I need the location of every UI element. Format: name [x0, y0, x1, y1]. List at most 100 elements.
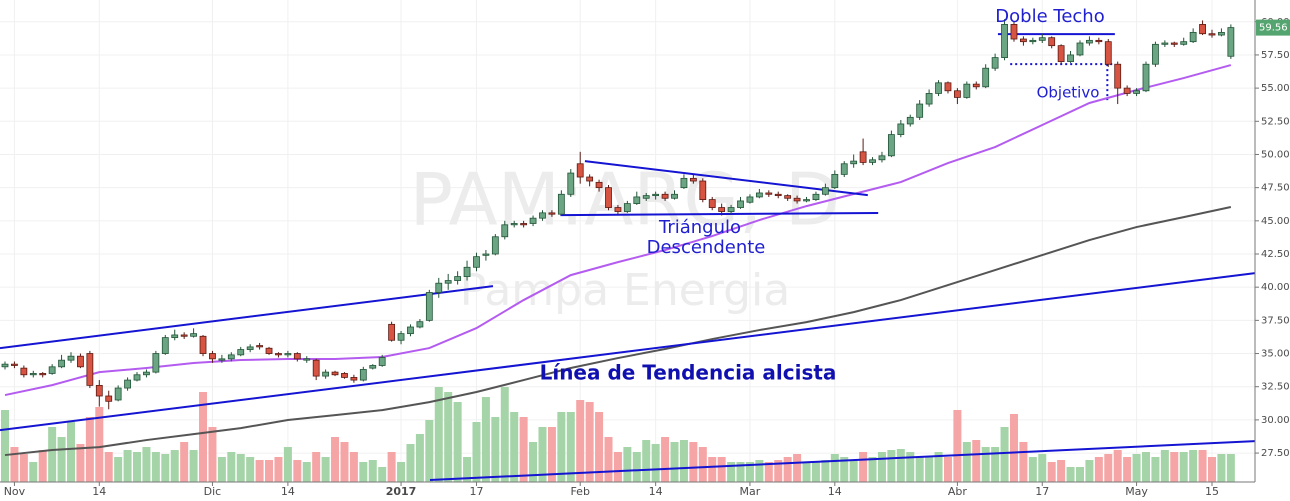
- candle-body: [916, 103, 924, 118]
- volume-bar: [406, 444, 415, 482]
- candle-body: [454, 276, 462, 281]
- volume-bar: [368, 460, 377, 482]
- volume-bar: [208, 427, 217, 482]
- candle-body: [840, 163, 848, 175]
- axis-panel: [0, 482, 1255, 501]
- candle-body: [425, 292, 433, 321]
- x-tick-label: 17: [1035, 485, 1049, 498]
- volume-bar: [302, 462, 311, 482]
- candle-body: [661, 193, 669, 199]
- moving-average: [4, 64, 1232, 397]
- volume-bar: [1038, 454, 1047, 482]
- volume-bar: [95, 407, 104, 482]
- candle-body: [935, 82, 942, 94]
- annotation: Objetivo: [1037, 84, 1100, 102]
- candle-body: [925, 93, 933, 105]
- annotation: Doble Techo: [995, 6, 1104, 27]
- candle-body: [887, 134, 895, 157]
- x-tick-label: Nov: [4, 485, 26, 498]
- volume-bar: [283, 447, 292, 482]
- volume-bar: [312, 452, 321, 482]
- candle-body: [671, 193, 678, 199]
- volume-bar: [981, 447, 990, 482]
- volume-bar: [123, 450, 132, 482]
- volume-bar: [962, 442, 971, 482]
- volume-bar: [519, 417, 528, 482]
- trend-line: [0, 285, 494, 350]
- candle-body: [906, 116, 914, 125]
- candle-body: [1227, 27, 1235, 57]
- candle-body: [869, 159, 876, 163]
- candle-body: [1170, 42, 1178, 45]
- candle-body: [350, 377, 358, 381]
- volume-bar: [651, 444, 660, 482]
- candle-body: [1057, 45, 1065, 62]
- y-tick-label: 45.00: [1261, 216, 1290, 227]
- y-tick-label: 52.50: [1261, 116, 1290, 127]
- volume-bar: [943, 457, 952, 482]
- watermark: PAM:ARG, D: [410, 158, 841, 242]
- volume-bar: [1160, 450, 1169, 482]
- candle-body: [359, 369, 367, 381]
- volume-bar: [1057, 460, 1066, 482]
- volume-bar: [736, 462, 745, 482]
- volume-bar: [114, 457, 123, 482]
- last-price-box: [1256, 19, 1290, 36]
- volume-bar: [708, 457, 717, 482]
- candle-body: [1076, 42, 1084, 56]
- candle-body: [755, 192, 763, 198]
- volume-bar: [547, 427, 556, 482]
- volume-bar: [1113, 450, 1122, 482]
- candle-body: [48, 366, 56, 374]
- y-tick-label: 35.00: [1261, 349, 1290, 360]
- volume-bar: [1226, 454, 1235, 482]
- volume-bar: [566, 412, 575, 482]
- candle-body: [105, 395, 113, 402]
- candle-body: [633, 196, 641, 204]
- candle-body: [237, 349, 245, 356]
- volume-bar: [510, 412, 519, 482]
- candle-body: [265, 347, 273, 354]
- volume-bar: [10, 447, 19, 482]
- y-tick-label: 55.00: [1261, 83, 1290, 94]
- volume-bar: [585, 402, 594, 482]
- candle-body: [1104, 41, 1112, 65]
- candle-body: [548, 212, 556, 215]
- candle-body: [793, 197, 801, 202]
- volume-bar: [755, 460, 764, 482]
- volume-bar: [189, 450, 198, 482]
- annotation: Triángulo: [658, 217, 741, 238]
- volume-bar: [830, 454, 839, 482]
- candle-body: [605, 187, 612, 208]
- candle-body: [322, 371, 330, 377]
- volume-bar: [1170, 452, 1179, 482]
- candle-body: [1189, 31, 1197, 43]
- volume-bar: [217, 457, 226, 482]
- volume-bar: [915, 457, 924, 482]
- candle-body: [39, 373, 47, 376]
- volume-bar: [604, 437, 613, 482]
- volume-bar: [1179, 452, 1188, 482]
- volume-bar: [529, 442, 538, 482]
- candle-body: [331, 371, 339, 376]
- volume-bar: [1094, 457, 1103, 482]
- candle-body: [944, 82, 952, 92]
- candle-body: [303, 358, 311, 361]
- trend-line: [0, 272, 1256, 432]
- candle-body: [1001, 24, 1008, 58]
- candle-body: [1161, 42, 1169, 45]
- candle-body: [1152, 43, 1159, 65]
- volume-bar: [717, 457, 726, 482]
- volume-bar: [1151, 457, 1160, 482]
- volume-bar: [1000, 427, 1009, 482]
- candle-body: [378, 357, 386, 366]
- volume-bar: [821, 460, 830, 482]
- volume-bar: [397, 462, 406, 482]
- volume-bar: [1141, 452, 1150, 482]
- volume-bar: [444, 392, 453, 482]
- y-tick-label: 47.50: [1261, 183, 1290, 194]
- y-tick-label: 30.00: [1261, 415, 1290, 426]
- candle-body: [95, 384, 103, 397]
- volume-bar: [415, 434, 424, 482]
- candle-body: [67, 355, 75, 361]
